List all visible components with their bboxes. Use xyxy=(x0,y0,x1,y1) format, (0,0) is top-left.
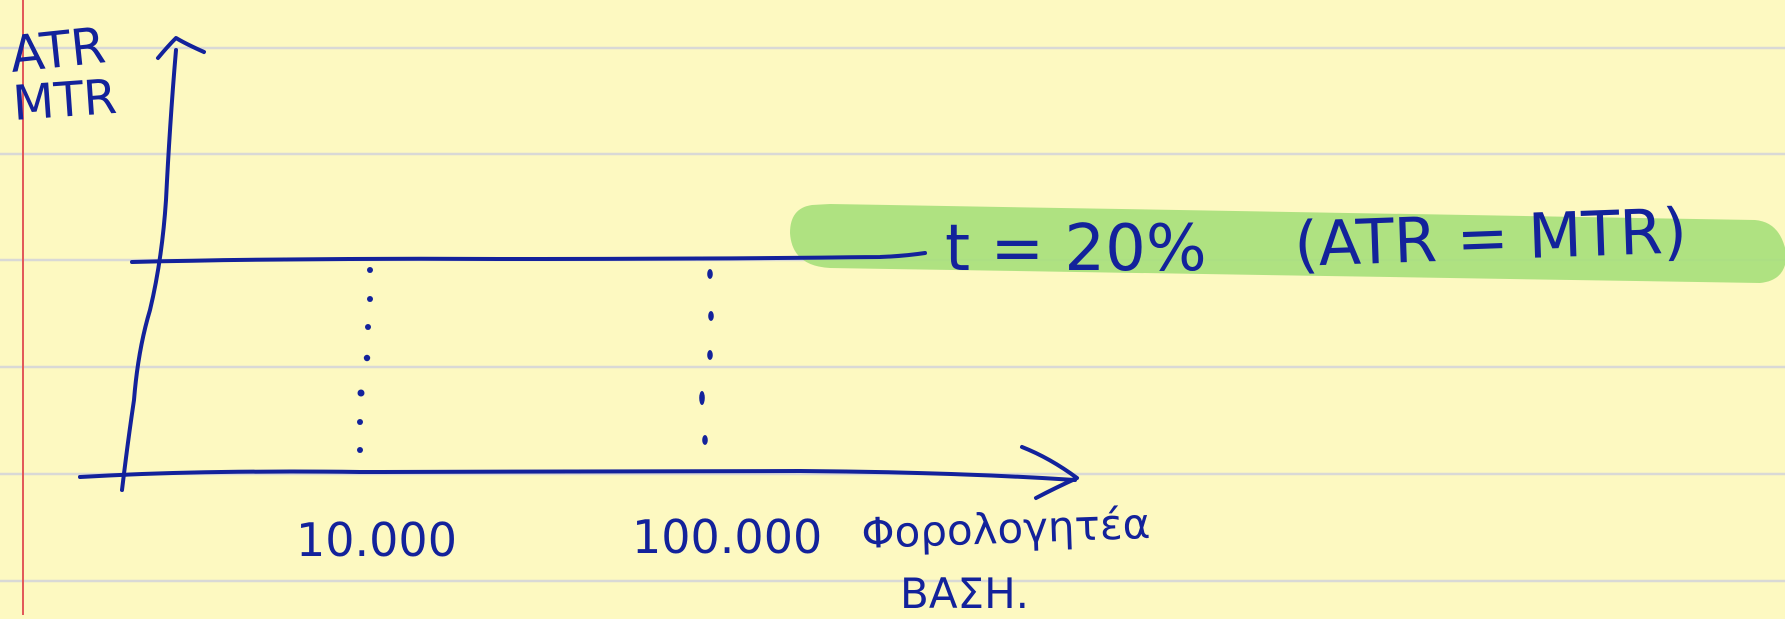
x-axis xyxy=(78,469,1077,482)
x-tick-10000: 10.000 xyxy=(296,513,457,567)
rate-label: t = 20% xyxy=(945,212,1207,286)
x-axis-arrowhead xyxy=(1020,445,1079,500)
y-axis-label-mtr: MTR xyxy=(11,69,119,132)
y-axis xyxy=(120,48,178,492)
dotted-guide-100000 xyxy=(699,269,714,445)
x-tick-100000: 100.000 xyxy=(632,510,822,564)
x-axis-label-line2: ΒΑΣΗ. xyxy=(900,569,1029,615)
rate-line xyxy=(130,251,927,264)
ruled-lines xyxy=(0,46,1785,583)
highlight-band xyxy=(790,204,1785,283)
y-axis-arrowhead xyxy=(156,36,206,60)
rate-note: (ATR = MTR) xyxy=(1293,194,1688,281)
x-axis-label-line1: Φορολογητέα xyxy=(861,499,1151,558)
y-axis-label-atr: ATR xyxy=(7,16,108,84)
dotted-guide-10000 xyxy=(357,267,373,453)
